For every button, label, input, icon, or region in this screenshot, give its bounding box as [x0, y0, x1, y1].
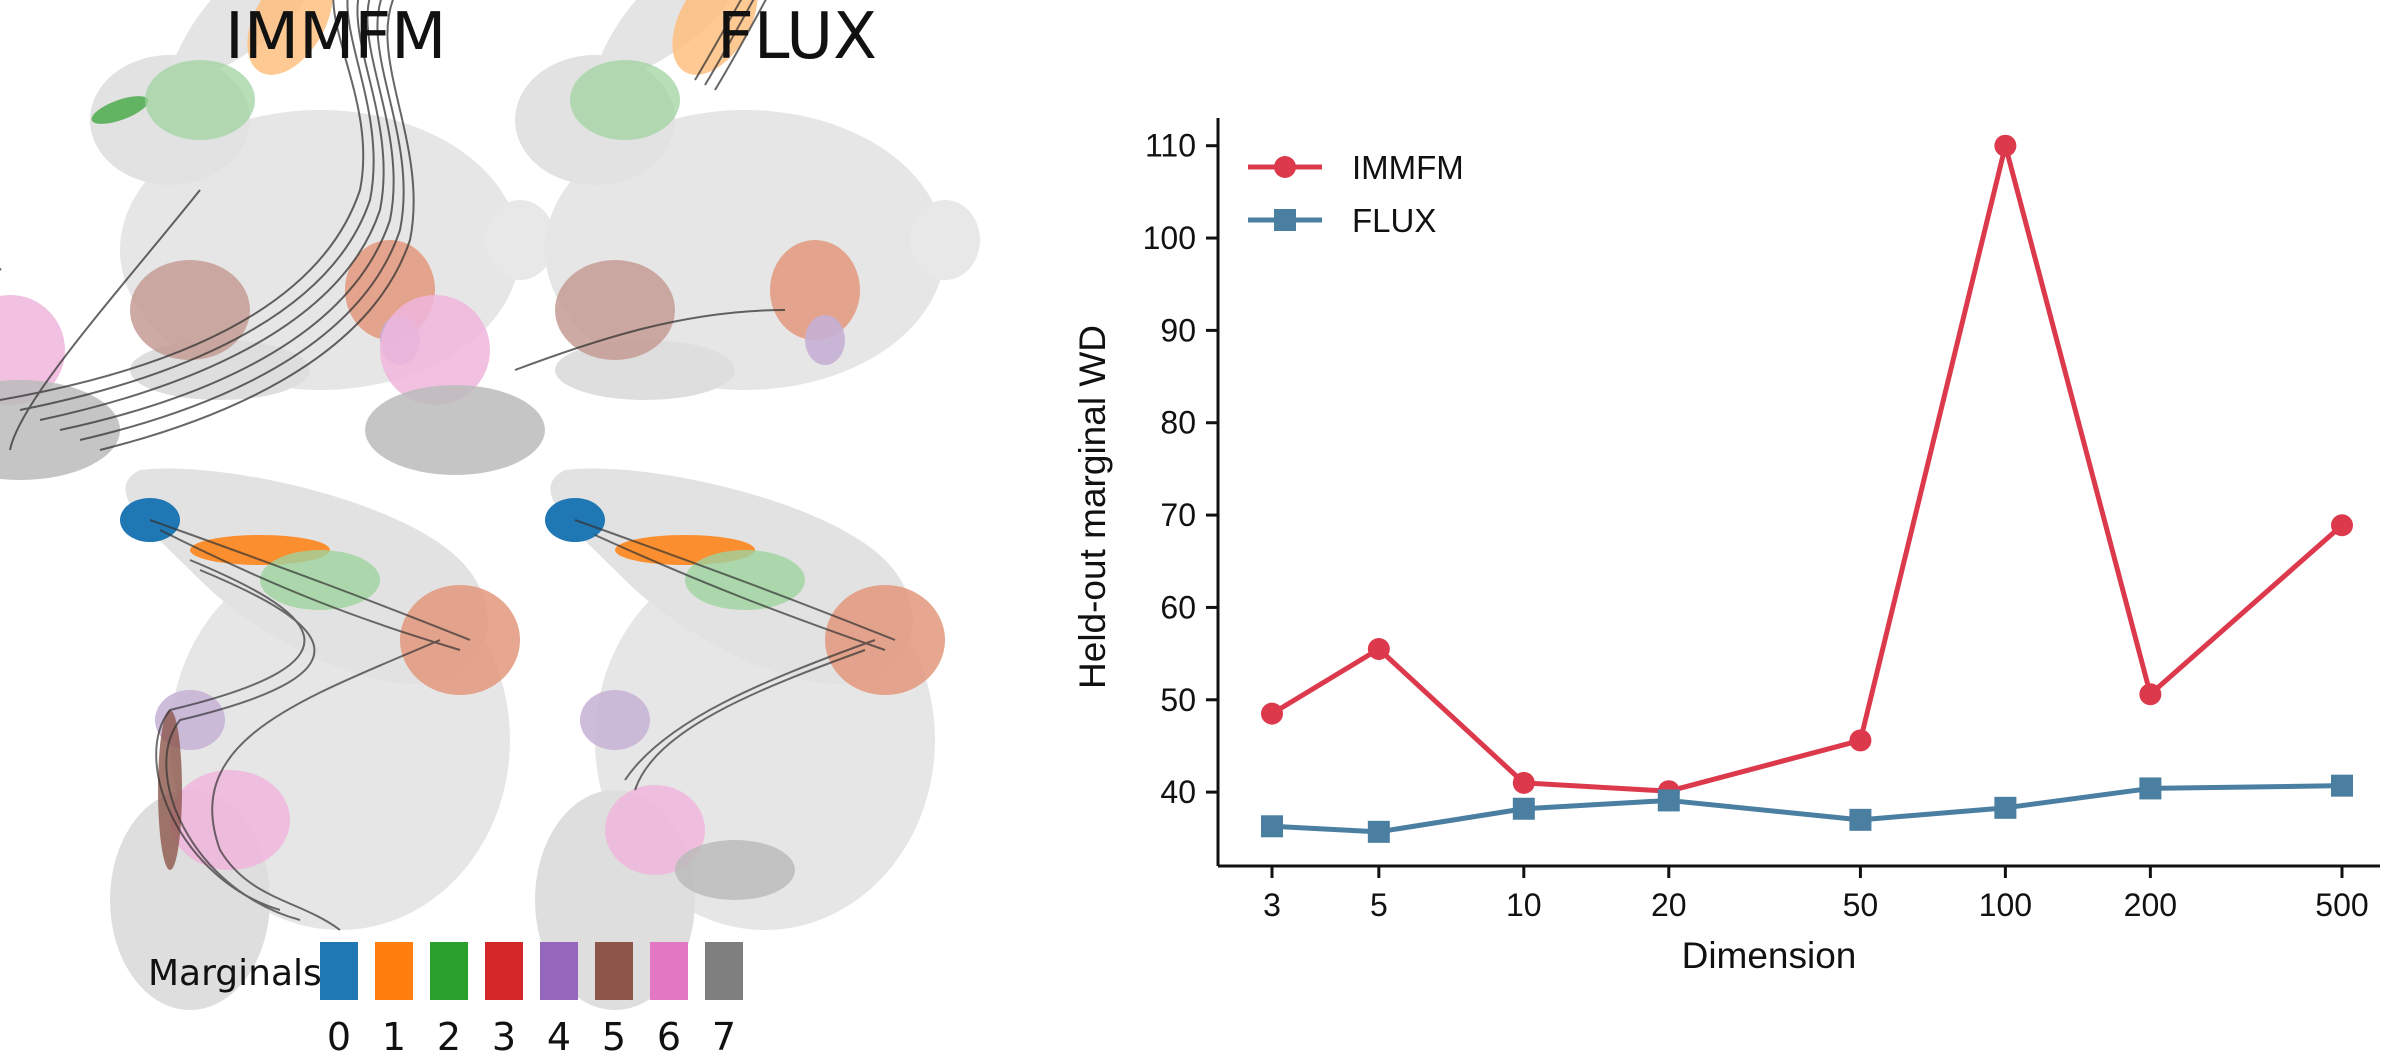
- y-tick-label: 50: [1160, 682, 1196, 718]
- immfm-point: [1657, 780, 1680, 803]
- immfm-panel-title: IMMFM: [225, 0, 447, 74]
- legend-label-flux: FLUX: [1352, 202, 1436, 239]
- marginal-index-3: 3: [492, 1015, 516, 1059]
- flux-point: [1367, 820, 1390, 843]
- y-tick-label: 90: [1160, 312, 1196, 348]
- y-tick-label: 40: [1160, 774, 1196, 810]
- legend-marker-immfm: [1274, 156, 1296, 178]
- immfm-point: [1512, 771, 1535, 794]
- marginal-index-2: 2: [437, 1015, 461, 1059]
- legend-item-immfm: IMMFM: [1248, 149, 1464, 186]
- flux-panel-title: FLUX: [717, 0, 877, 74]
- marginal-swatch-3: [485, 942, 523, 1000]
- marginal-index-4: 4: [547, 1015, 571, 1059]
- chart-axes: 40 50 60 70 80 90 100 110 3 5 10 20 50 100 200 500 Dimen…: [1072, 118, 2380, 976]
- marginal-index-6: 6: [657, 1015, 681, 1059]
- x-tick-label: 3: [1263, 887, 1281, 923]
- flux-point: [2331, 774, 2353, 797]
- flux-bunny-top-view: [365, 0, 980, 475]
- flux-point: [1657, 789, 1680, 812]
- y-tick-label: 110: [1145, 128, 1196, 164]
- marginal-swatch-1: [375, 942, 413, 1000]
- immfm-point: [1367, 637, 1390, 660]
- flux-line: [1271, 783, 2343, 835]
- marginal-index-1: 1: [382, 1015, 406, 1059]
- x-tick-label: 500: [2315, 887, 2368, 923]
- marginal-swatch-0: [320, 942, 358, 1000]
- x-tick-label: 200: [2124, 887, 2177, 923]
- y-tick-label: 80: [1160, 405, 1196, 441]
- y-axis-label: Held-out marginal WD: [1072, 325, 1113, 689]
- marginal-swatch-6: [650, 942, 688, 1000]
- immfm-point: [1994, 134, 2017, 157]
- flux-point: [2139, 777, 2162, 800]
- legend-item-flux: FLUX: [1248, 202, 1436, 239]
- flux-point: [1261, 815, 1283, 838]
- marginal-swatch-7: [705, 942, 743, 1000]
- y-tick-label: 70: [1160, 497, 1196, 533]
- x-tick-label: 100: [1979, 887, 2032, 923]
- immfm-point: [1849, 729, 1872, 752]
- x-tick-label: 5: [1370, 887, 1388, 923]
- immfm-point: [2139, 683, 2162, 706]
- flux-point: [1994, 796, 2017, 819]
- series-immfm: [1261, 134, 2353, 803]
- chart-series: [1261, 134, 2353, 843]
- flux-point: [1849, 808, 1872, 831]
- immfm-bunny-front-view: [110, 468, 520, 1010]
- x-tick-label: 10: [1506, 887, 1542, 923]
- marginals-label: Marginals: [148, 953, 322, 994]
- marginal-index-0: 0: [327, 1015, 351, 1059]
- legend-marker-flux: [1274, 209, 1296, 231]
- marginal-swatch-5: [595, 942, 633, 1000]
- immfm-point: [1261, 702, 1283, 725]
- x-axis-label: Dimension: [1682, 935, 1857, 976]
- marginal-swatch-2: [430, 942, 468, 1000]
- x-tick-label: 50: [1843, 887, 1879, 923]
- series-flux: [1261, 774, 2353, 843]
- marginal-index-5: 5: [602, 1015, 626, 1059]
- flux-point: [1512, 797, 1535, 820]
- y-tick-label: 60: [1160, 589, 1196, 625]
- chart-legend: IMMFM FLUX: [1248, 149, 1464, 239]
- flux-bunny-front-view: [535, 468, 945, 1010]
- legend-label-immfm: IMMFM: [1352, 149, 1464, 186]
- marginal-index-7: 7: [712, 1015, 736, 1059]
- y-tick-label: 100: [1143, 220, 1196, 256]
- immfm-line: [1270, 143, 2344, 794]
- immfm-point: [2331, 514, 2353, 537]
- marginal-swatch-4: [540, 942, 578, 1000]
- x-tick-label: 20: [1651, 887, 1687, 923]
